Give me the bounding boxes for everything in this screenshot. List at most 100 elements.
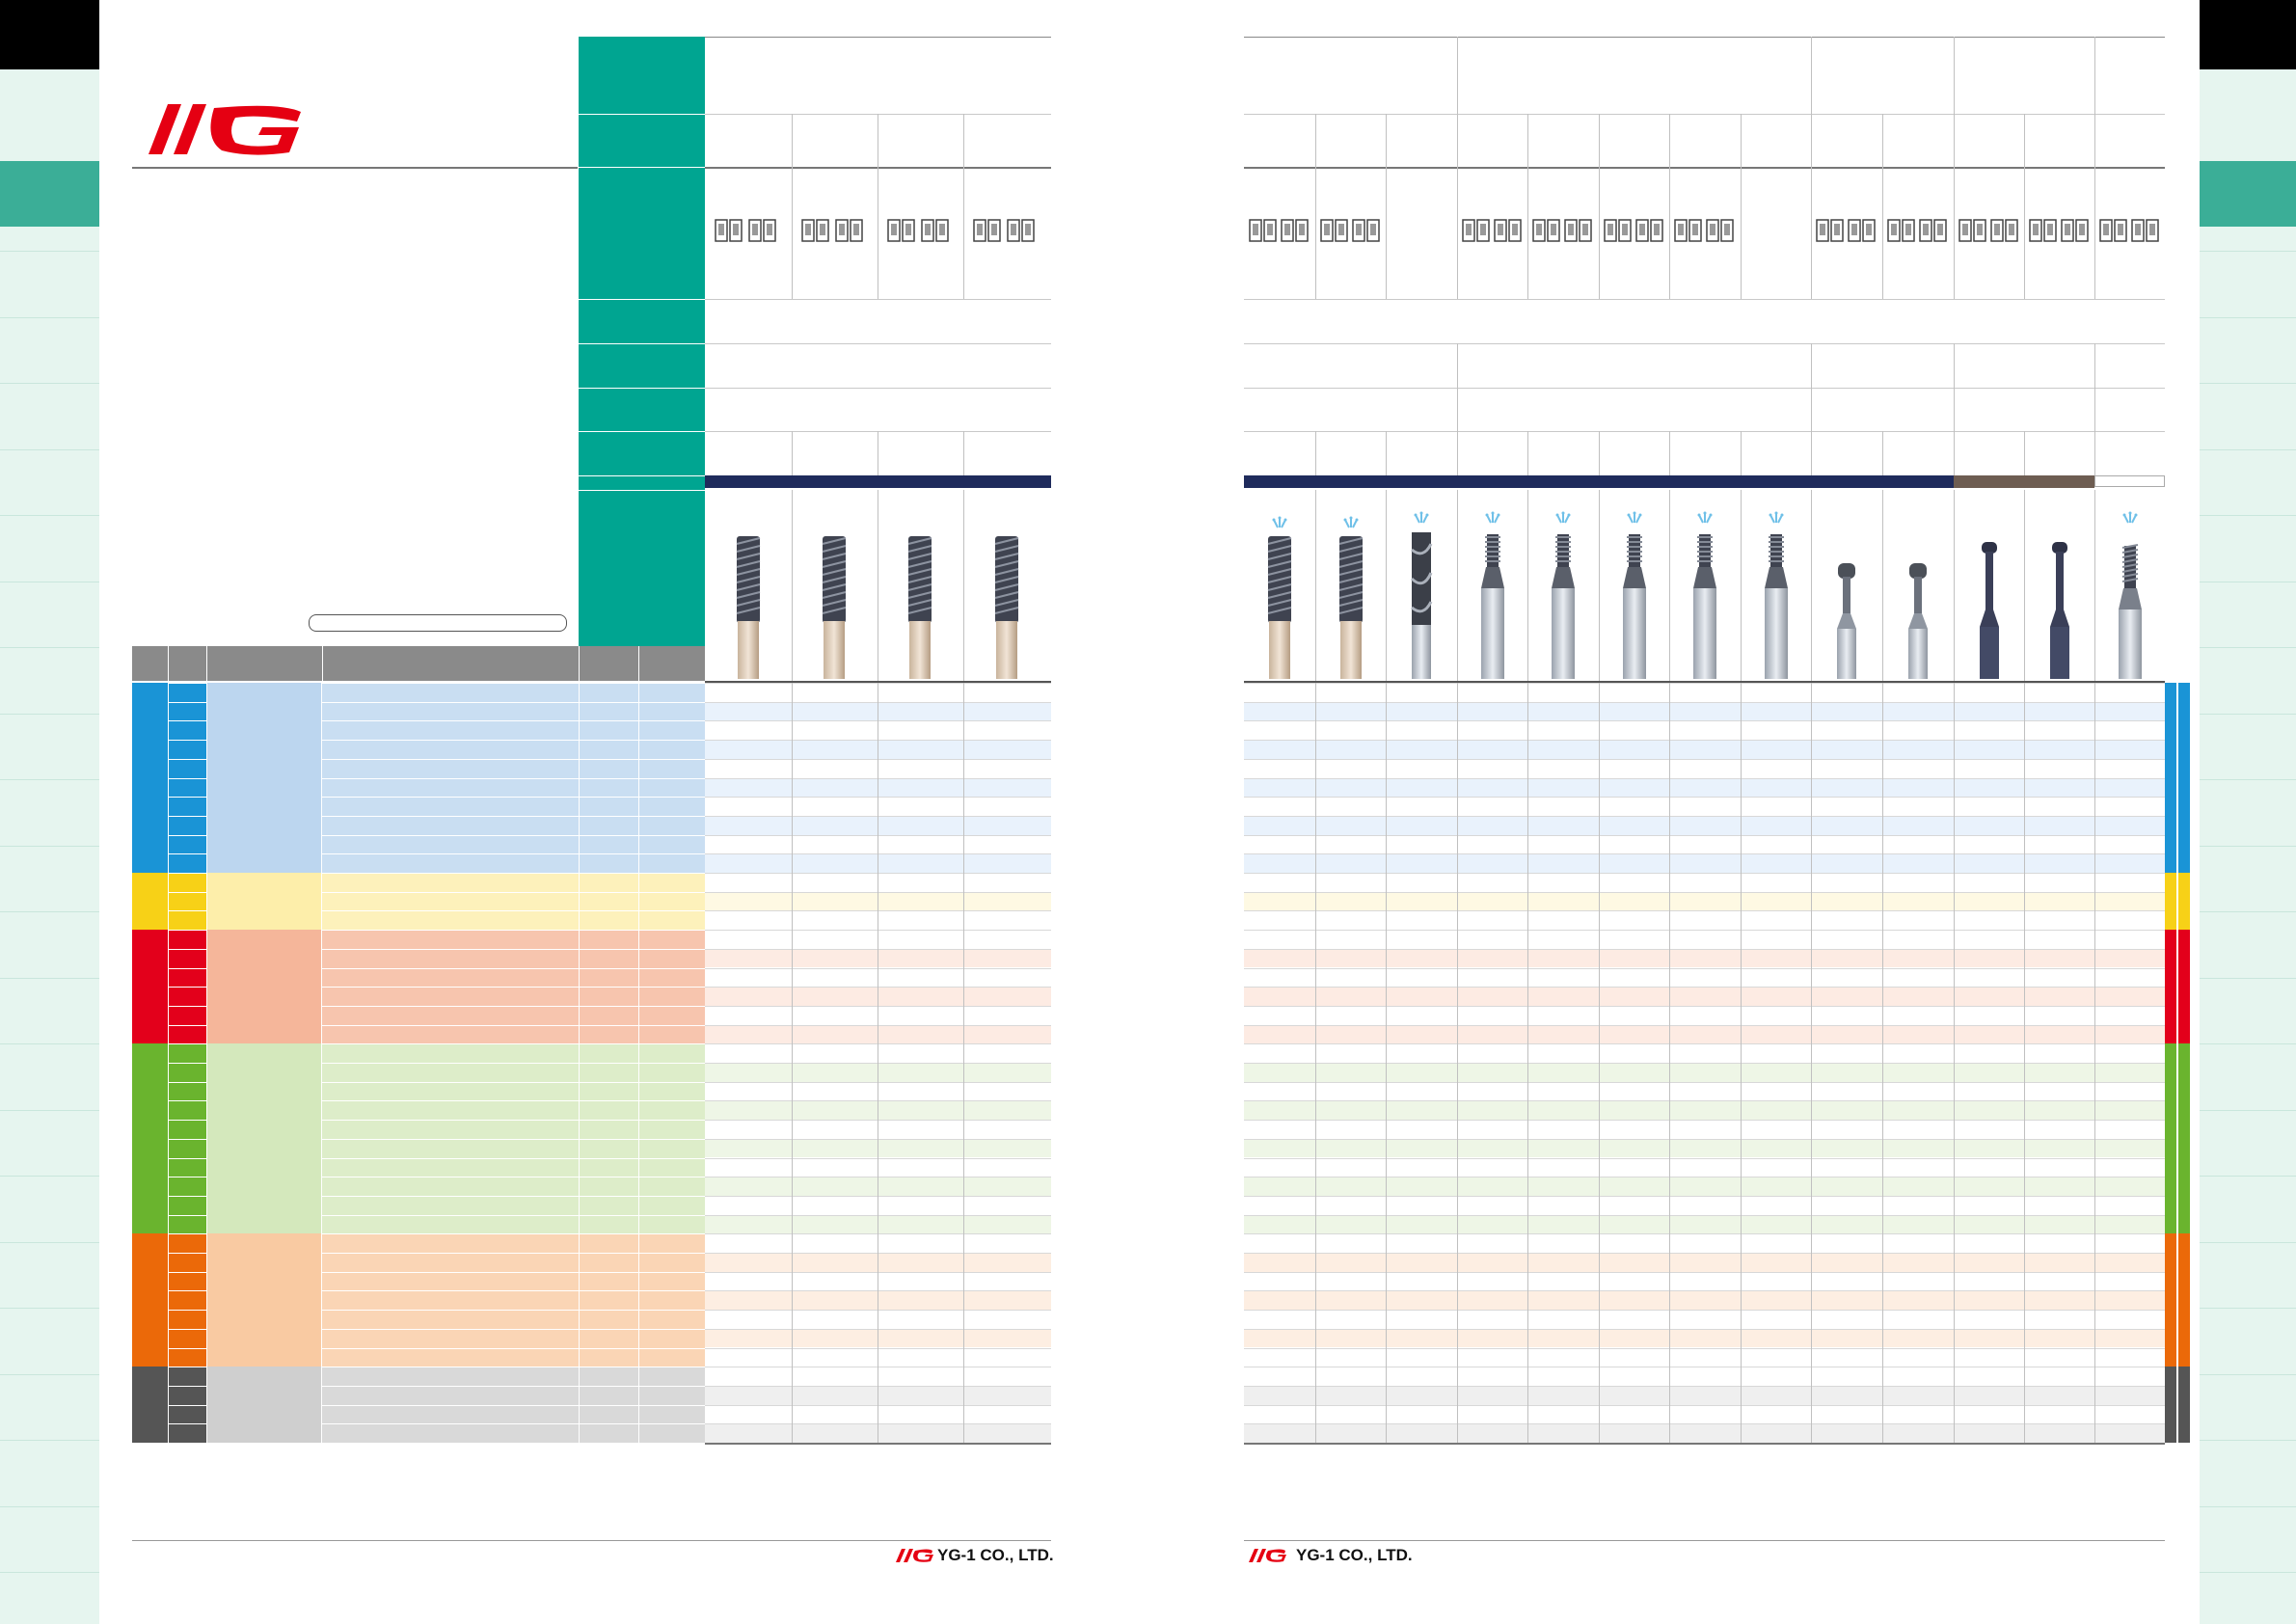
- material-row-line: [169, 1043, 206, 1045]
- group-edge-bar: [2165, 683, 2176, 873]
- material-row-line: [169, 1214, 206, 1216]
- material-row-line: [322, 701, 705, 703]
- material-color-bar: [132, 683, 168, 873]
- material-row-line: [322, 815, 705, 817]
- edge-guide-line: [2200, 515, 2296, 516]
- material-row-line: [169, 758, 206, 760]
- spec-icon: [1848, 217, 1877, 244]
- spec-icon: [973, 217, 1002, 244]
- spec-icon: [1635, 217, 1664, 244]
- end-mill-tool-image: [989, 521, 1024, 681]
- material-row-line: [322, 834, 705, 836]
- group-edge-bar: [2178, 1233, 2190, 1367]
- material-label-cell: [207, 1367, 321, 1443]
- coolant-icon: [1553, 511, 1573, 530]
- edge-guide-line: [2200, 1043, 2296, 1044]
- tool-image-baseline: [705, 681, 1051, 683]
- edge-guide-line: [2200, 779, 2296, 780]
- edge-guide-line: [0, 1440, 99, 1441]
- table-row: [1244, 1081, 2165, 1101]
- table-row: [1244, 1347, 2165, 1367]
- material-row-line: [322, 720, 705, 722]
- edge-guide-line: [0, 1505, 99, 1507]
- spec-icon: [1674, 217, 1703, 244]
- group-edge-bar: [2178, 1043, 2190, 1234]
- group-edge-bar: [2178, 930, 2190, 1044]
- table-row: [1244, 1271, 2165, 1291]
- table-row: [1244, 1138, 2165, 1158]
- coolant-icon: [1270, 516, 1289, 535]
- material-row-line: [322, 1005, 705, 1007]
- header-col-divider: [792, 114, 793, 299]
- end-mill-tool-image: [1546, 521, 1580, 681]
- table-col-divider: [2024, 490, 2025, 1443]
- end-mill-tool-image: [1901, 521, 1935, 681]
- edge-guide-line: [2200, 713, 2296, 715]
- material-row-line: [322, 1310, 705, 1312]
- table-row: [1244, 834, 2165, 854]
- edge-guide-line: [0, 515, 99, 516]
- spec-icon: [801, 217, 830, 244]
- material-row-line: [322, 758, 705, 760]
- header-line: [1244, 37, 2165, 38]
- header-col-divider: [1882, 114, 1883, 299]
- logo-underline: [132, 167, 578, 169]
- header-group-divider: [1954, 37, 1955, 114]
- group-edge-bar: [2178, 683, 2190, 873]
- material-row-line: [169, 1024, 206, 1026]
- coolant-icon: [1341, 516, 1361, 535]
- table-row: [1244, 910, 2165, 931]
- table-header-divider: [206, 646, 207, 681]
- header-col-divider: [1669, 114, 1670, 299]
- header-col-divider: [1669, 431, 1670, 475]
- header-line: [1244, 114, 2165, 115]
- material-sub-bar: [169, 1233, 206, 1367]
- spec-icon: [2029, 217, 2058, 244]
- edge-guide-line: [0, 1241, 99, 1243]
- material-row-line: [322, 873, 705, 874]
- header-col-divider: [2024, 431, 2025, 475]
- material-row-line: [322, 1290, 705, 1292]
- table-header-divider: [168, 646, 169, 681]
- material-row-line: [169, 720, 206, 722]
- end-mill-tool-image: [1972, 521, 2007, 681]
- coating-bar-navy: [1244, 475, 1954, 488]
- material-row-line: [169, 1081, 206, 1083]
- edge-guide-line: [2200, 1572, 2296, 1573]
- table-row: [1244, 1367, 2165, 1386]
- table-row: [1244, 1328, 2165, 1348]
- teal-divider: [579, 299, 705, 300]
- edge-guide-line: [2200, 1241, 2296, 1243]
- header-col-divider: [963, 431, 964, 475]
- header-group-divider: [1811, 343, 1812, 431]
- edge-guide-line: [0, 1176, 99, 1177]
- material-row-line: [322, 1063, 705, 1064]
- tool-image-baseline: [1244, 681, 2165, 683]
- table-col-divider: [1457, 490, 1458, 1443]
- edge-guide-line: [2200, 1505, 2296, 1507]
- material-row-line: [322, 1214, 705, 1216]
- header-col-divider: [1315, 431, 1316, 475]
- end-mill-tool-image: [1262, 521, 1297, 681]
- teal-divider: [579, 490, 705, 491]
- detail-col-divider: [579, 683, 580, 1443]
- header-col-divider: [1315, 114, 1316, 299]
- group-edge-bar: [2165, 873, 2176, 931]
- material-row-line: [322, 1328, 705, 1330]
- group-edge-bar: [2178, 1367, 2190, 1443]
- end-mill-tool-image: [1688, 521, 1722, 681]
- header-line: [1244, 388, 2165, 389]
- table-row: [1244, 1157, 2165, 1177]
- header-col-divider: [1386, 431, 1387, 475]
- material-row-line: [169, 853, 206, 855]
- footer-logo-icon: [1249, 1549, 1286, 1562]
- material-row-line: [169, 1328, 206, 1330]
- edge-guide-line: [0, 251, 99, 252]
- header-group-divider: [2094, 37, 2095, 114]
- spec-icon: [715, 217, 743, 244]
- edge-guide-line: [2200, 845, 2296, 847]
- material-row-line: [322, 1385, 705, 1387]
- material-row-line: [322, 1157, 705, 1159]
- header-line: [705, 388, 1051, 389]
- material-row-line: [169, 683, 206, 684]
